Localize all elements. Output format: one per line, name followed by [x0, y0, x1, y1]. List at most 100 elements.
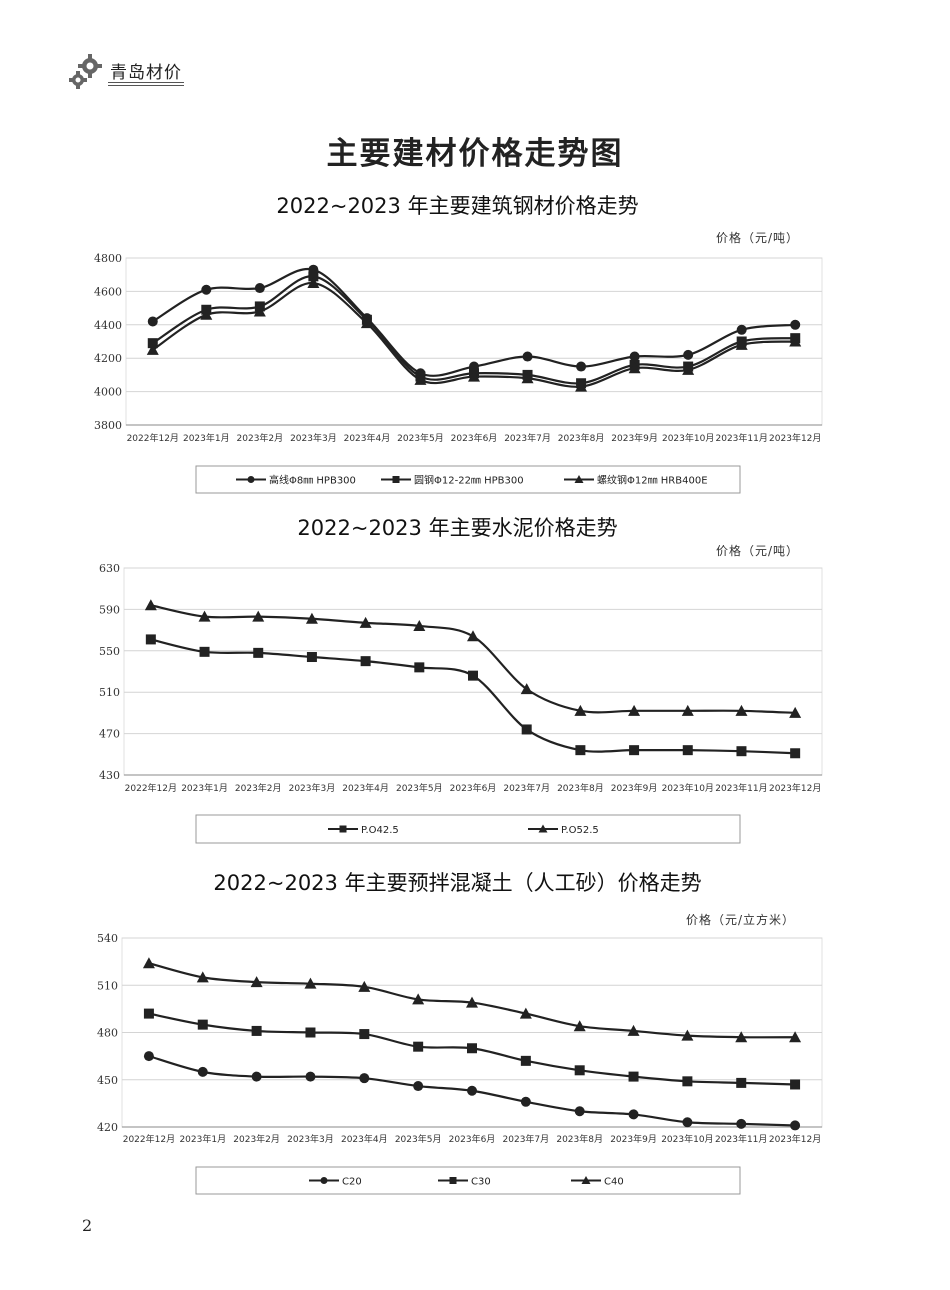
y-tick-label: 540	[97, 932, 118, 945]
data-point	[682, 745, 693, 756]
data-point	[628, 1109, 639, 1120]
x-tick-label: 2023年1月	[181, 782, 228, 794]
x-tick-label: 2023年8月	[558, 432, 605, 444]
x-tick-label: 2023年7月	[503, 782, 550, 794]
y-tick-label: 420	[97, 1121, 118, 1134]
x-tick-label: 2023年12月	[769, 432, 821, 444]
data-point	[629, 745, 640, 756]
x-tick-label: 2023年8月	[556, 1133, 603, 1145]
data-point	[681, 704, 694, 716]
legend-label: C40	[604, 1177, 624, 1188]
legend-label: C20	[342, 1177, 362, 1188]
data-point	[519, 1007, 532, 1019]
data-point	[467, 630, 479, 642]
x-tick-label: 2022年12月	[123, 1133, 175, 1145]
data-point	[575, 380, 588, 392]
concrete-chart-unit: 价格（元/立方米）	[686, 913, 796, 927]
data-point	[466, 996, 478, 1008]
x-tick-label: 2023年7月	[503, 1133, 550, 1145]
data-point	[143, 1051, 154, 1062]
header-brand: 青岛材价	[110, 63, 182, 83]
data-point	[789, 335, 802, 347]
data-point	[627, 1024, 640, 1036]
data-point	[252, 610, 265, 622]
page-number: 2	[82, 1216, 93, 1235]
data-point	[520, 683, 533, 695]
x-tick-label: 2023年4月	[344, 432, 391, 444]
data-point	[251, 1071, 262, 1082]
data-point	[197, 1066, 208, 1077]
x-tick-label: 2023年3月	[289, 782, 336, 794]
y-tick-label: 430	[99, 769, 120, 782]
steel-price-chart: 3800 4000 4200 4400 4600 4800 2022年12月 2023年1月 2…	[94, 252, 823, 494]
header-divider	[108, 82, 184, 83]
x-tick-label: 2023年7月	[504, 432, 551, 444]
x-tick-label: 2023年6月	[449, 1133, 496, 1145]
x-tick-label: 2023年12月	[769, 1133, 821, 1145]
legend-label: P.O42.5	[361, 825, 399, 836]
data-point	[521, 724, 532, 735]
y-tick-label: 510	[99, 686, 120, 699]
data-point	[574, 1065, 585, 1076]
data-point	[304, 977, 317, 989]
data-point	[467, 1085, 477, 1096]
gear-icon	[68, 52, 108, 92]
data-point	[359, 616, 372, 628]
data-point	[413, 1081, 424, 1092]
y-tick-label: 450	[97, 1074, 118, 1087]
y-tick-label: 550	[99, 645, 120, 658]
data-point	[413, 1041, 424, 1052]
data-point	[147, 338, 158, 349]
legend-swatch-marker	[320, 1177, 328, 1184]
legend-label: 螺纹钢Φ12㎜ HRB400E	[597, 474, 708, 487]
data-point	[521, 372, 534, 384]
x-tick-label: 2023年3月	[287, 1133, 334, 1145]
data-point	[682, 1076, 693, 1087]
data-point	[735, 338, 748, 350]
x-tick-label: 2023年2月	[235, 782, 282, 794]
data-point	[520, 1055, 531, 1066]
data-point	[144, 599, 157, 611]
x-tick-label: 2023年2月	[233, 1133, 280, 1145]
concrete-chart-title: 2022~2023 年主要预拌混凝土（人工砂）价格走势	[213, 871, 702, 895]
data-point	[201, 284, 212, 295]
series-line	[152, 267, 796, 377]
data-point	[414, 662, 425, 673]
data-point	[412, 993, 425, 1005]
legend-swatch-marker	[449, 1177, 457, 1184]
data-point	[147, 316, 158, 327]
y-tick-label: 4600	[94, 285, 122, 298]
x-tick-label: 2023年4月	[341, 1133, 388, 1145]
data-point	[736, 1077, 747, 1088]
x-tick-label: 2023年9月	[611, 432, 658, 444]
x-tick-label: 2023年11月	[715, 782, 767, 794]
data-point	[143, 1008, 154, 1019]
legend-label: 圆钢Φ12-22㎜ HPB300	[414, 474, 524, 487]
x-tick-label: 2023年4月	[342, 782, 389, 794]
x-tick-label: 2023年8月	[557, 782, 604, 794]
data-point	[573, 1020, 586, 1032]
data-point	[305, 1027, 316, 1038]
data-point	[306, 652, 317, 663]
data-point	[413, 619, 426, 631]
data-point	[197, 1019, 208, 1030]
legend-label: 高线Φ8㎜ HPB300	[269, 474, 356, 487]
data-point	[198, 610, 211, 622]
x-tick-label: 2023年11月	[715, 1133, 767, 1145]
data-point	[308, 271, 319, 282]
y-tick-label: 510	[97, 979, 118, 992]
data-point	[682, 1117, 693, 1128]
y-tick-label: 470	[99, 728, 120, 741]
data-point	[682, 363, 695, 375]
x-tick-label: 2022年12月	[125, 782, 177, 794]
x-tick-label: 2023年9月	[610, 1133, 657, 1145]
x-tick-label: 2023年6月	[451, 432, 498, 444]
data-point	[736, 1118, 747, 1129]
data-point	[789, 706, 802, 718]
y-tick-label: 4200	[94, 352, 122, 365]
y-tick-label: 590	[99, 603, 120, 616]
legend-swatch-marker	[574, 475, 584, 483]
data-point	[199, 646, 210, 657]
data-point	[789, 1031, 802, 1043]
legend-swatch-marker	[247, 476, 255, 483]
